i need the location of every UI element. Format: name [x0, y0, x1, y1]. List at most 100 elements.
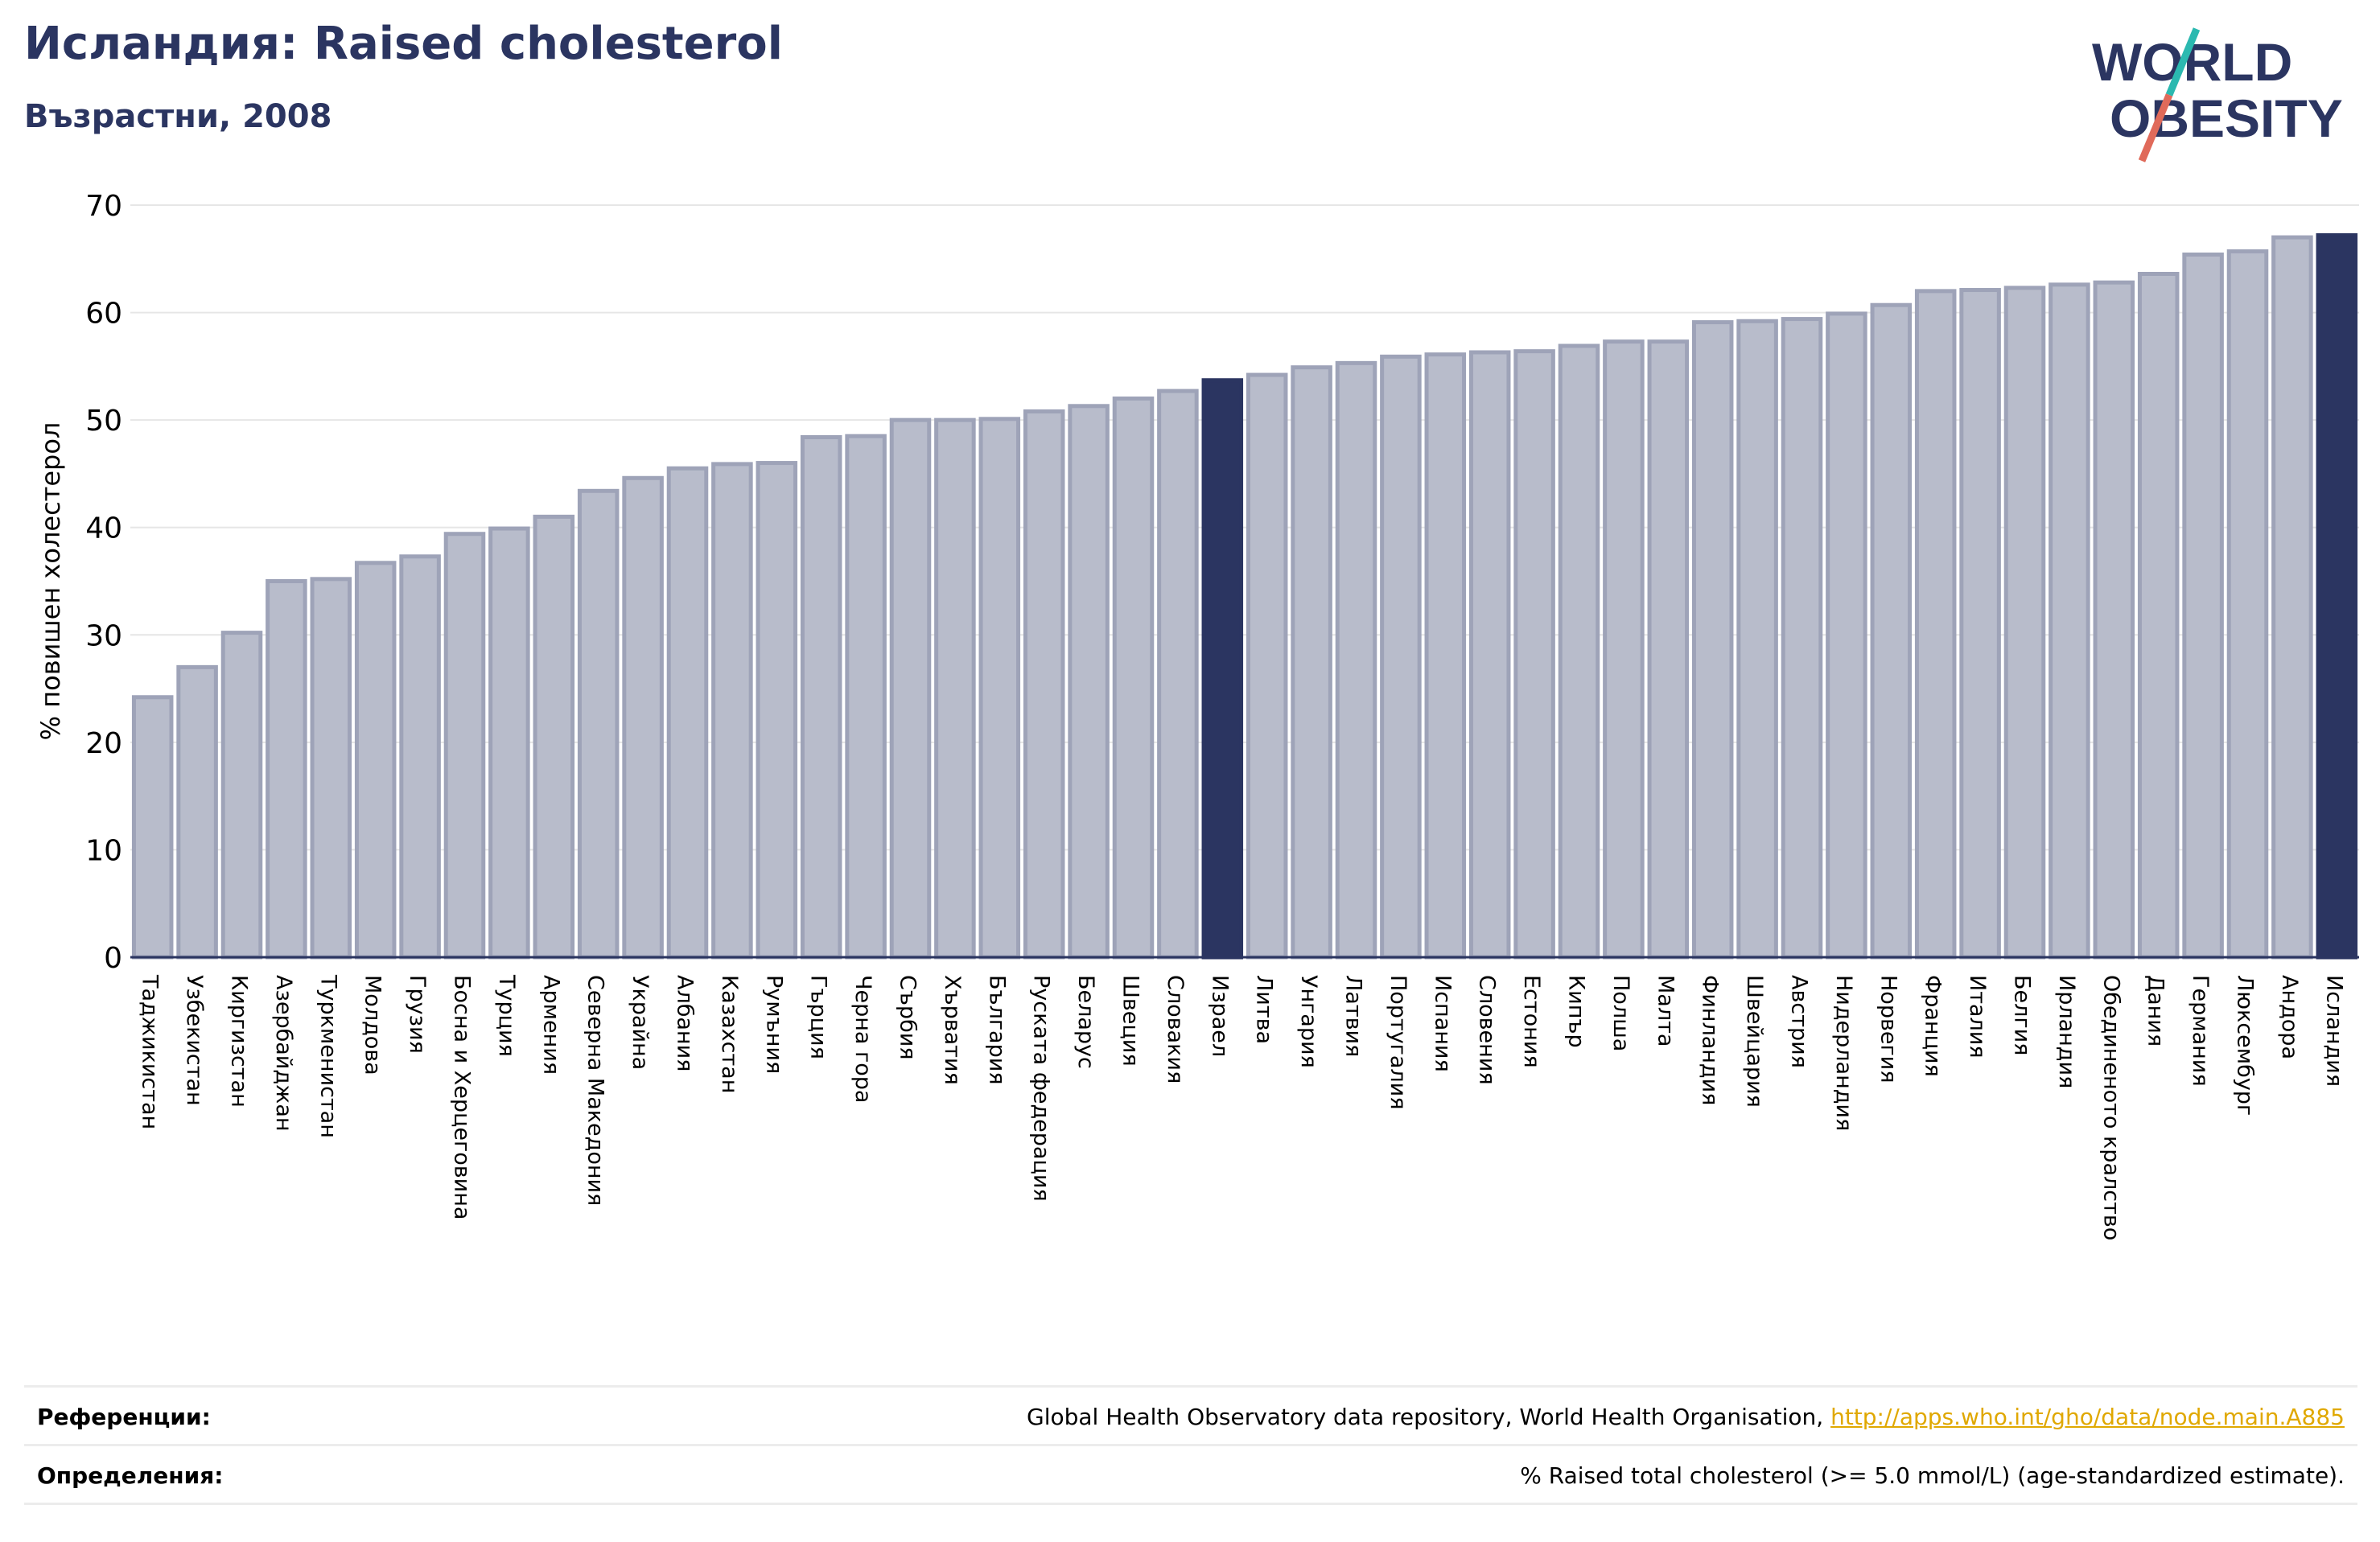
x-tick-label: Литва: [1252, 975, 1277, 1044]
x-tick-label: България: [984, 975, 1009, 1085]
x-tick-label: Кипър: [1564, 975, 1589, 1048]
bar: [176, 664, 218, 960]
x-tick-label: Белгия: [2010, 975, 2035, 1055]
y-tick-label: 20: [85, 727, 122, 760]
x-tick-label: Украйна: [628, 975, 653, 1070]
bar: [1157, 389, 1199, 960]
x-tick-label: Албания: [673, 975, 698, 1071]
bar: [1335, 360, 1377, 960]
bar: [1513, 349, 1555, 960]
references-link[interactable]: http://apps.who.int/gho/data/node.main.A…: [1830, 1404, 2345, 1430]
bar: [310, 577, 352, 960]
bar-chart: 0 10 20 30 40 50 60 70 % повишен холестерол Таджи…: [35, 190, 2359, 1240]
bar: [1380, 354, 1422, 960]
x-tick-label: Израел: [1207, 975, 1232, 1057]
x-tick-label: Черна гора: [850, 975, 875, 1103]
x-tick-label: Латвия: [1341, 975, 1366, 1057]
bar: [1112, 396, 1155, 960]
bar: [266, 579, 307, 960]
bar: [2003, 286, 2046, 960]
definitions-row: Определения: % Raised total cholesterol …: [24, 1444, 2357, 1505]
x-tick-label: Армения: [538, 975, 563, 1075]
bar: [2093, 280, 2135, 960]
x-tick-label: Люксембург: [2233, 975, 2258, 1116]
x-tick-label: Финландия: [1698, 975, 1723, 1105]
x-tick-label: Узбекистан: [182, 975, 207, 1106]
x-tick-label: Руската федерация: [1029, 975, 1054, 1202]
bar: [934, 417, 976, 960]
bar: [1246, 372, 1288, 960]
logo-slash-red: [2138, 93, 2173, 162]
world-obesity-logo: WORLD OBESITY: [2092, 27, 2343, 162]
bar: [1781, 317, 1823, 960]
x-tick-label: Италия: [1965, 975, 1990, 1059]
y-tick-label: 60: [85, 298, 122, 331]
bar: [1558, 343, 1600, 960]
bar: [1424, 352, 1467, 960]
x-tick-label: Швеция: [1118, 975, 1143, 1067]
definitions-text: % Raised total cholesterol (>= 5.0 mmol/…: [1520, 1462, 2345, 1489]
bar: [488, 526, 530, 960]
y-tick-label: 10: [85, 834, 122, 867]
x-tick-label: Испания: [1430, 975, 1455, 1072]
x-tick-label: Казахстан: [717, 975, 742, 1093]
x-tick-label: Андора: [2277, 975, 2302, 1059]
references-label: Референции:: [37, 1404, 211, 1430]
x-tick-label: Естония: [1519, 975, 1544, 1068]
footer: Референции: Global Health Observatory da…: [24, 1385, 2357, 1505]
y-tick-label: 30: [85, 619, 122, 652]
bar: [1870, 302, 1913, 960]
bar: [2182, 252, 2224, 960]
x-tick-label: Беларус: [1073, 975, 1098, 1069]
x-tick-label: Румъния: [761, 975, 786, 1074]
x-tick-label: Словения: [1475, 975, 1500, 1085]
x-tick-label: Азербайджан: [271, 975, 296, 1132]
x-tick-label: Ирландия: [2054, 975, 2079, 1088]
x-tick-label: Исландия: [2321, 975, 2346, 1087]
bar: [1023, 409, 1065, 960]
bar: [1201, 378, 1244, 960]
bar: [889, 417, 932, 960]
bar: [1291, 365, 1332, 960]
bar: [622, 475, 664, 960]
bar: [2049, 282, 2090, 960]
logo-slash-teal: [2165, 27, 2201, 97]
y-tick-label: 40: [85, 512, 122, 545]
bar: [845, 434, 887, 960]
bar: [1959, 288, 2001, 960]
x-tick-label: Северна Македония: [583, 975, 608, 1206]
bar: [1603, 339, 1645, 960]
x-tick-label: Туркменистан: [315, 974, 340, 1138]
bar: [2271, 235, 2313, 960]
bar: [711, 462, 753, 960]
x-tick-label: Франция: [1921, 975, 1946, 1077]
x-tick-label: Малта: [1653, 975, 1678, 1047]
bar: [443, 532, 486, 960]
chart-title: Исландия: Raised cholesterol: [24, 18, 783, 70]
x-tick-label: Унгария: [1296, 975, 1321, 1068]
x-tick-label: Таджикистан: [138, 974, 163, 1129]
x-tick-label: Швейцария: [1742, 975, 1767, 1108]
x-tick-label: Австрия: [1787, 975, 1812, 1068]
bar: [2137, 271, 2180, 960]
references-text: Global Health Observatory data repositor…: [1027, 1404, 1831, 1430]
bar: [399, 554, 441, 960]
bar: [1914, 289, 1957, 960]
definitions-label: Определения:: [37, 1462, 224, 1489]
bar: [131, 695, 174, 960]
x-tick-label: Турция: [494, 974, 519, 1057]
bar: [1736, 319, 1778, 960]
x-tick-label: Босна и Херцеговина: [450, 975, 475, 1219]
x-tick-label: Дания: [2143, 975, 2168, 1047]
y-tick-label: 70: [85, 190, 122, 223]
bar: [756, 461, 798, 960]
chart-subtitle: Възрастни, 2008: [24, 98, 332, 135]
bar: [1468, 350, 1511, 960]
bar: [1647, 339, 1690, 960]
x-tick-label: Словакия: [1163, 975, 1188, 1084]
x-tick-label: Молдова: [360, 975, 385, 1075]
x-tick-label: Сърбия: [896, 975, 920, 1060]
bar: [1691, 320, 1734, 960]
x-tick-label: Нидерландия: [1831, 975, 1856, 1131]
references-value: Global Health Observatory data repositor…: [1027, 1404, 2345, 1430]
